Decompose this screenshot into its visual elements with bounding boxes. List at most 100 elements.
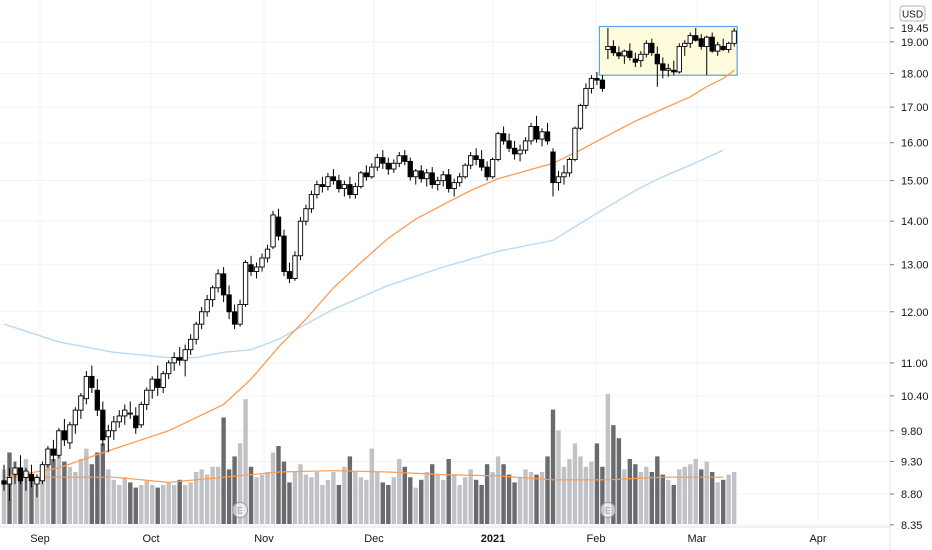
candle [533, 115, 540, 143]
volume-bar [188, 482, 193, 524]
volume-bar [237, 443, 243, 524]
candle [133, 407, 139, 434]
volume-bar [611, 425, 616, 524]
volume-bar [660, 474, 665, 524]
x-axis[interactable]: Sep Oct Nov Dec 2021 Feb Mar Apr [0, 526, 890, 545]
volume-bar [594, 443, 600, 524]
volume-bar [545, 456, 550, 524]
volume-bar [462, 477, 468, 524]
volume-bar [342, 466, 347, 524]
candle [188, 334, 194, 355]
volume-bar [375, 472, 380, 524]
candle [28, 464, 35, 488]
candle [122, 404, 128, 425]
candle [264, 244, 271, 263]
candle [550, 148, 556, 197]
candle [500, 126, 507, 145]
volume-bar [605, 394, 611, 524]
candle [462, 163, 468, 179]
candle [517, 144, 523, 162]
x-tick-label: Dec [364, 533, 384, 545]
volume-bar [276, 446, 281, 524]
volume-bar [473, 479, 479, 524]
volume-bar [56, 451, 62, 524]
volume-bar [1, 469, 7, 524]
candle [363, 165, 369, 181]
volume-bar [331, 472, 336, 524]
candle [171, 352, 177, 371]
candle [281, 229, 287, 277]
volume-bar [495, 456, 501, 524]
candle [144, 387, 150, 411]
candle [720, 38, 726, 52]
y-axis[interactable]: 8.35 8.80 9.30 9.80 10.40 11.00 12.00 13.00 14.0… [889, 0, 929, 550]
volume-bar [210, 466, 215, 524]
volume-bar [298, 464, 303, 524]
volume-bar [644, 466, 649, 524]
candle [583, 83, 589, 109]
candle [138, 401, 144, 428]
volume-bar [693, 459, 698, 524]
volume-bar [171, 485, 177, 524]
volume-bar [265, 472, 270, 524]
candle [259, 253, 265, 272]
volume-bar [528, 472, 534, 524]
candle [522, 137, 529, 154]
earnings-marker: E [232, 502, 249, 518]
volume-bar [89, 464, 95, 524]
volume-bar [424, 472, 429, 524]
volume-bar [177, 479, 182, 524]
candlesticks [1, 28, 737, 501]
volume-bar [73, 472, 78, 524]
volume-bar [128, 482, 133, 524]
candle [588, 75, 595, 94]
volume-bar [677, 469, 682, 524]
candle [166, 360, 172, 380]
candle [56, 427, 62, 459]
volume-bar [122, 477, 127, 524]
candle [330, 169, 337, 185]
candle [555, 170, 562, 191]
grid-lines [0, 0, 890, 527]
volume-bar [287, 482, 292, 524]
candle [599, 75, 606, 92]
candle [61, 418, 68, 446]
candle [407, 157, 413, 181]
candle [341, 180, 348, 197]
candle [242, 260, 249, 307]
candle [572, 126, 578, 162]
candle [160, 370, 166, 394]
volume-bar [622, 469, 627, 524]
candle [325, 172, 331, 191]
candle [671, 60, 677, 76]
volume-bar [182, 485, 188, 524]
candle [220, 267, 227, 303]
volume-bar [270, 452, 276, 524]
candle [610, 40, 617, 56]
candle [347, 176, 353, 199]
candle [319, 176, 326, 193]
candle [193, 321, 199, 345]
volume-bar [67, 466, 73, 524]
volume-bar [715, 482, 720, 524]
candle [83, 370, 90, 405]
y-tick-label: 11.00 [901, 358, 928, 370]
candle [566, 157, 573, 177]
volume-bar [731, 472, 737, 524]
candle [336, 174, 342, 193]
volume-bar [468, 469, 473, 524]
candle [726, 41, 732, 53]
candle [314, 180, 320, 199]
volume-bar [150, 485, 155, 524]
candle [451, 178, 457, 197]
candle [17, 455, 24, 485]
currency-badge[interactable]: USD [899, 5, 926, 22]
candle [704, 35, 710, 76]
candle [446, 169, 452, 193]
y-tick-label: 9.30 [901, 457, 922, 469]
volume-bar [226, 469, 232, 524]
volume-bar [292, 472, 298, 524]
volume-bar [29, 477, 34, 524]
